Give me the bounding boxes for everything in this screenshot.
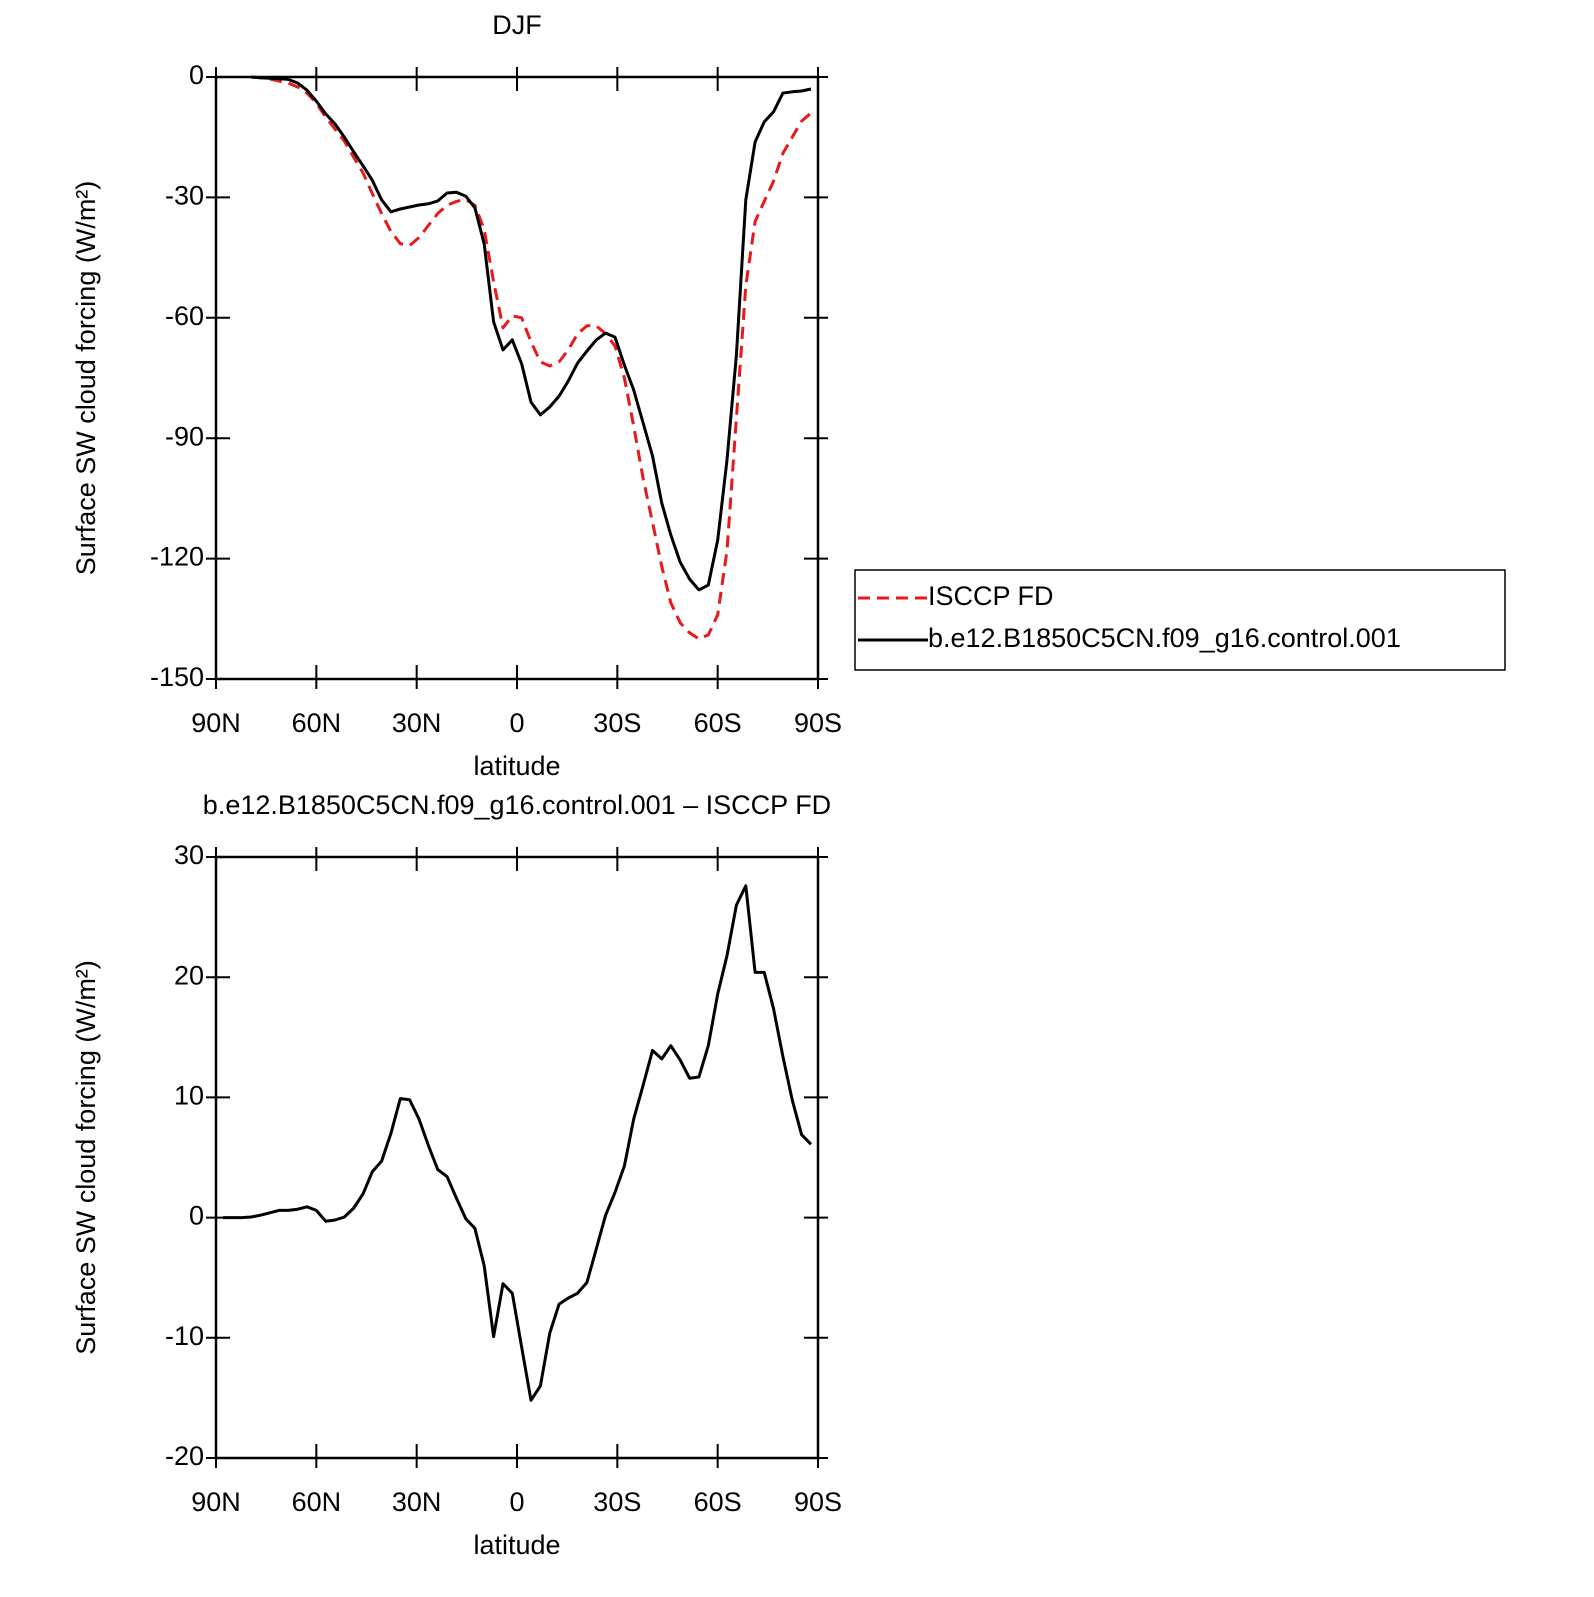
x-tick-label: 0 [509, 1487, 524, 1517]
y-tick-label: 0 [189, 60, 204, 90]
y-tick-label: 20 [174, 960, 204, 990]
y-tick-label: -10 [165, 1321, 204, 1351]
y-tick-label: -60 [165, 301, 204, 331]
legend-label: b.e12.B1850C5CN.f09_g16.control.001 [928, 623, 1401, 653]
y-tick-label: -90 [165, 421, 204, 451]
legend-label: ISCCP FD [928, 581, 1054, 611]
x-tick-label: 90S [794, 708, 842, 738]
x-tick-label: 90N [191, 1487, 241, 1517]
x-axis-label: latitude [473, 751, 560, 781]
x-tick-label: 60S [694, 708, 742, 738]
data-line [250, 75, 812, 592]
y-axis-label: Surface SW cloud forcing (W/m²) [71, 960, 101, 1355]
x-tick-label: 30N [392, 1487, 442, 1517]
x-tick-label: 0 [509, 708, 524, 738]
data-line [250, 75, 812, 641]
y-tick-label: -20 [165, 1441, 204, 1471]
x-tick-label: 60N [292, 708, 342, 738]
plot-frame [214, 75, 820, 681]
x-tick-label: 30N [392, 708, 442, 738]
y-tick-label: 10 [174, 1081, 204, 1111]
legend-box [854, 569, 1506, 671]
y-tick-label: -150 [150, 662, 204, 692]
y-tick-label: 0 [189, 1201, 204, 1231]
x-tick-label: 60S [694, 1487, 742, 1517]
y-axis-label: Surface SW cloud forcing (W/m²) [71, 181, 101, 576]
y-tick-label: 30 [174, 840, 204, 870]
data-line [223, 884, 813, 1402]
x-tick-label: 90N [191, 708, 241, 738]
x-tick-label: 90S [794, 1487, 842, 1517]
x-tick-label: 30S [593, 1487, 641, 1517]
x-tick-label: 60N [292, 1487, 342, 1517]
x-axis-label: latitude [473, 1530, 560, 1560]
x-tick-label: 30S [593, 708, 641, 738]
y-tick-label: -30 [165, 181, 204, 211]
plot-frame [214, 855, 820, 1460]
y-tick-label: -120 [150, 542, 204, 572]
chart-title: DJF [492, 10, 542, 40]
chart-title: b.e12.B1850C5CN.f09_g16.control.001 – IS… [203, 790, 831, 820]
